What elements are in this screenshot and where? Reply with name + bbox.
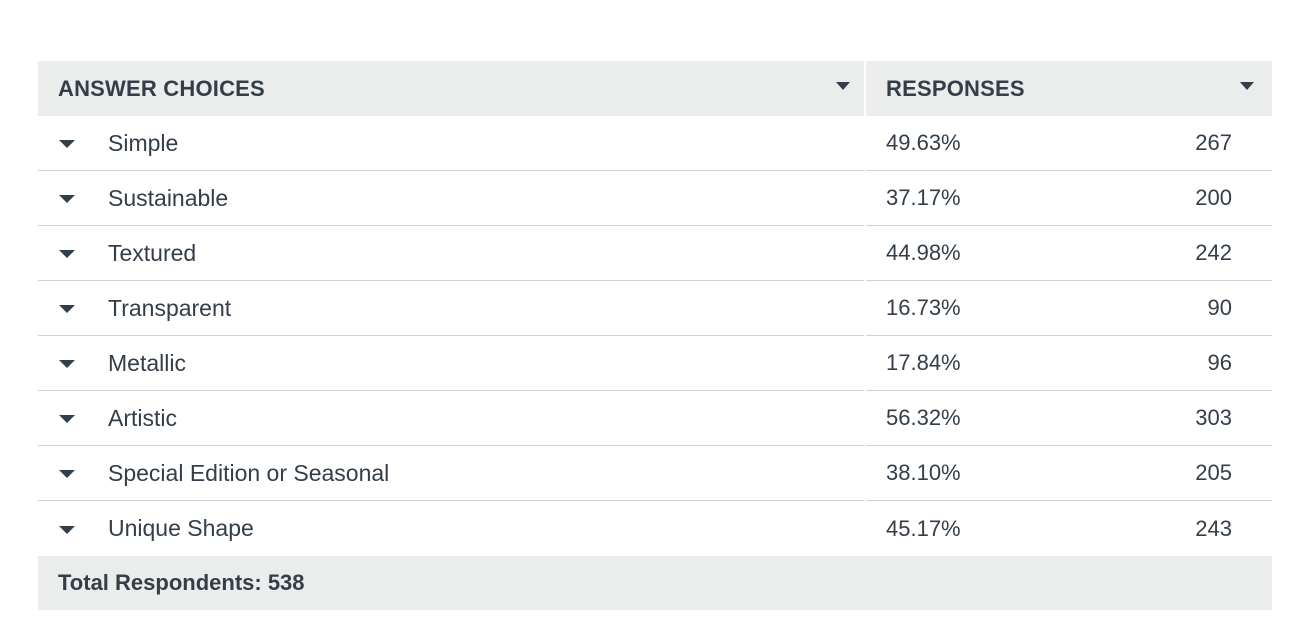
- table-row: Transparent 16.73% 90: [38, 280, 1272, 336]
- expand-row-button[interactable]: [38, 446, 108, 501]
- answer-choice-cell: Sustainable: [38, 171, 864, 226]
- expand-row-button[interactable]: [38, 281, 108, 336]
- responses-sort-caret-icon[interactable]: [1240, 82, 1254, 90]
- answer-choice-cell: Simple: [38, 116, 864, 171]
- response-percent: 45.17%: [886, 515, 961, 541]
- expand-row-button[interactable]: [38, 226, 108, 281]
- response-percent: 17.84%: [886, 350, 961, 375]
- column-divider: [864, 115, 866, 171]
- response-count: 200: [1195, 185, 1232, 210]
- caret-down-icon: [59, 470, 75, 478]
- answer-choice-cell: Unique Shape: [38, 501, 864, 556]
- column-divider: [864, 280, 866, 336]
- response-percent: 49.63%: [886, 130, 961, 155]
- table-row: Simple 49.63% 267: [38, 115, 1272, 171]
- response-count: 205: [1195, 460, 1232, 485]
- answer-choice-cell: Special Edition or Seasonal: [38, 446, 864, 501]
- answer-choice-label: Sustainable: [108, 184, 229, 211]
- answer-choice-label: Unique Shape: [108, 515, 254, 541]
- response-percent: 56.32%: [886, 405, 961, 430]
- answer-choice-label: Special Edition or Seasonal: [108, 459, 390, 486]
- answer-choice-label: Simple: [108, 129, 179, 156]
- answer-choice-cell: Artistic: [38, 391, 864, 446]
- column-divider: [864, 225, 866, 281]
- table-row: Artistic 56.32% 303: [38, 390, 1272, 446]
- caret-down-icon: [59, 195, 75, 203]
- table-row: Sustainable 37.17% 200: [38, 170, 1272, 226]
- answer-choice-cell: Textured: [38, 226, 864, 281]
- expand-row-button[interactable]: [38, 501, 108, 556]
- responses-header-label: RESPONSES: [886, 75, 1025, 101]
- response-count: 243: [1195, 515, 1232, 541]
- column-divider: [864, 335, 866, 391]
- responses-header[interactable]: RESPONSES: [866, 61, 1272, 116]
- answer-choice-label: Transparent: [108, 294, 232, 321]
- expand-row-button[interactable]: [38, 116, 108, 171]
- caret-down-icon: [59, 305, 75, 313]
- table-row: Metallic 17.84% 96: [38, 335, 1272, 391]
- answer-choice-label: Artistic: [108, 404, 177, 431]
- answer-choice-cell: Transparent: [38, 281, 864, 336]
- response-count: 267: [1195, 130, 1232, 155]
- answer-choice-label: Metallic: [108, 349, 186, 376]
- column-divider: [864, 390, 866, 446]
- answer-choices-sort-caret-icon[interactable]: [836, 82, 850, 90]
- response-count: 242: [1195, 240, 1232, 265]
- response-count: 90: [1207, 295, 1232, 320]
- answer-choice-cell: Metallic: [38, 336, 864, 391]
- survey-results-table: ANSWER CHOICES RESPONSES Simple 49.63% 2…: [38, 61, 1272, 610]
- caret-down-icon: [59, 415, 75, 423]
- expand-row-button[interactable]: [38, 336, 108, 391]
- expand-row-button[interactable]: [38, 391, 108, 446]
- answer-choice-label: Textured: [108, 239, 197, 266]
- caret-down-icon: [59, 140, 75, 148]
- response-percent: 38.10%: [886, 460, 961, 485]
- total-respondents: Total Respondents: 538: [38, 556, 1272, 610]
- column-divider: [864, 170, 866, 226]
- response-percent: 44.98%: [886, 240, 961, 265]
- caret-down-icon: [59, 360, 75, 368]
- table-header: ANSWER CHOICES RESPONSES: [38, 61, 1272, 116]
- table-row: Textured 44.98% 242: [38, 225, 1272, 281]
- response-count: 303: [1195, 405, 1232, 430]
- response-count: 96: [1207, 350, 1232, 375]
- response-percent: 16.73%: [886, 295, 961, 320]
- answer-choices-header[interactable]: ANSWER CHOICES: [38, 61, 864, 116]
- column-divider: [864, 445, 866, 501]
- caret-down-icon: [59, 250, 75, 258]
- table-row: Special Edition or Seasonal 38.10% 205: [38, 445, 1272, 501]
- column-divider: [864, 501, 866, 556]
- expand-row-button[interactable]: [38, 171, 108, 226]
- caret-down-icon: [59, 525, 75, 534]
- response-percent: 37.17%: [886, 185, 961, 210]
- answer-choices-header-label: ANSWER CHOICES: [58, 75, 265, 101]
- header-divider: [864, 61, 866, 116]
- table-row: Unique Shape 45.17% 243: [38, 501, 1272, 556]
